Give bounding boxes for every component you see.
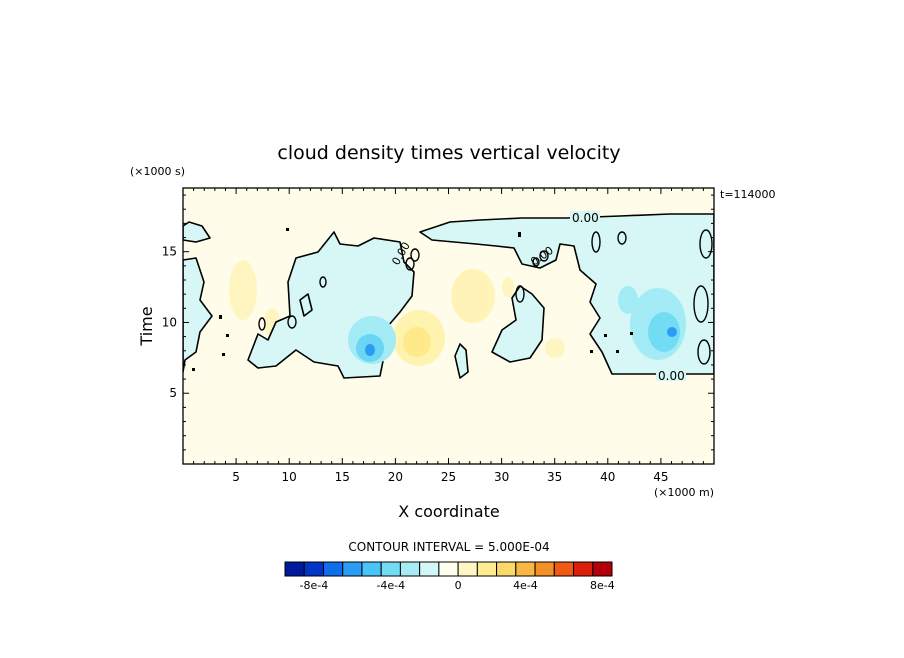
axis-tick-labels: 5 10 15 20 25 30 35 40 45 5 10 15 xyxy=(162,245,669,484)
colorbar-swatch xyxy=(322,561,344,577)
chart-title: cloud density times vertical velocity xyxy=(277,142,620,164)
negative-region xyxy=(299,293,313,317)
x-tick-label: 45 xyxy=(653,470,668,484)
x-tick-label: 30 xyxy=(494,470,509,484)
negative-core xyxy=(667,327,677,337)
time-label: t=114000 xyxy=(720,188,776,201)
contour-loop xyxy=(405,257,415,271)
contour-loop xyxy=(693,285,709,323)
contour-dot xyxy=(518,232,521,237)
y-tick-label: 10 xyxy=(162,315,177,329)
x-tick-label: 35 xyxy=(547,470,562,484)
contour-dot xyxy=(226,334,229,337)
x-tick-label: 20 xyxy=(388,470,403,484)
colorbar-swatch xyxy=(573,561,594,577)
colorbar-swatch xyxy=(399,561,421,577)
positive-region xyxy=(451,269,495,323)
colorbar-label: -4e-4 xyxy=(376,579,405,592)
colorbar-swatch xyxy=(534,561,555,577)
x-tick-label: 5 xyxy=(232,470,240,484)
contour-loop xyxy=(539,250,549,262)
colorbar-label: 0 xyxy=(455,579,462,592)
colorbar-label: -8e-4 xyxy=(300,579,329,592)
x-tick-label: 15 xyxy=(335,470,350,484)
contour-loop xyxy=(697,339,711,365)
contour-dot xyxy=(222,353,225,356)
y-tick-label: 15 xyxy=(162,245,177,259)
contour-loop xyxy=(287,315,297,329)
negative-region xyxy=(491,285,545,363)
contour-loop xyxy=(515,285,525,303)
colorbar-swatch xyxy=(380,561,401,577)
contour-dots xyxy=(192,228,633,371)
negative-core xyxy=(648,312,680,352)
positive-region xyxy=(502,277,514,297)
contour-dot xyxy=(604,334,607,337)
colorbar-swatch xyxy=(342,561,363,577)
colorbar-labels: -8e-4 -4e-4 0 4e-4 8e-4 xyxy=(300,579,615,592)
contour-loop xyxy=(617,231,627,245)
small-contours xyxy=(258,229,713,365)
positive-region xyxy=(403,327,431,357)
colorbar-swatch xyxy=(515,561,536,577)
colorbar-swatch xyxy=(592,561,613,577)
contour-loop xyxy=(591,231,601,253)
contour-label: 0.00 xyxy=(658,369,685,383)
contour-interval-label: CONTOUR INTERVAL = 5.000E-04 xyxy=(348,540,549,554)
y-tick-label: 5 xyxy=(169,386,177,400)
contour-dot xyxy=(630,332,633,335)
contour-dot xyxy=(192,368,195,371)
contour-label-bg xyxy=(570,211,600,223)
contour-loop xyxy=(532,257,540,267)
negative-core xyxy=(365,344,375,356)
colorbar-swatch xyxy=(476,561,498,577)
contour-loop xyxy=(258,317,266,331)
contour-dot xyxy=(219,315,222,319)
contour-dot xyxy=(590,350,593,353)
negative-cores xyxy=(348,286,686,364)
positive-region xyxy=(545,338,565,358)
colorbar-label: 8e-4 xyxy=(590,579,615,592)
colorbar-swatch xyxy=(303,561,324,577)
contour-label-bg xyxy=(656,369,686,381)
x-tick-label: 10 xyxy=(282,470,297,484)
colorbar-swatch xyxy=(457,561,478,577)
y-axis-label: Time xyxy=(137,306,156,346)
negative-core xyxy=(618,286,638,314)
axis-ticks xyxy=(183,188,714,464)
x-unit-label: (×1000 m) xyxy=(654,486,714,499)
colorbar-swatch xyxy=(496,561,517,577)
plot-area: 0.00 0.00 0.00 0.00 xyxy=(183,188,714,464)
colorbar-swatch xyxy=(553,561,575,577)
contour-dot xyxy=(616,350,619,353)
contour-loop xyxy=(319,276,327,288)
colorbar-swatch xyxy=(284,561,305,577)
contour-label: 0.00 xyxy=(572,211,599,225)
positive-region xyxy=(229,260,257,320)
contour-dot xyxy=(286,228,289,231)
colorbar xyxy=(284,561,613,577)
y-unit-label: (×1000 s) xyxy=(130,165,185,178)
colorbar-label: 4e-4 xyxy=(513,579,538,592)
contour-loop xyxy=(410,248,420,262)
x-tick-label: 25 xyxy=(441,470,456,484)
colorbar-swatch xyxy=(438,561,459,577)
negative-region xyxy=(183,221,211,243)
negative-region xyxy=(183,257,213,373)
x-tick-label: 40 xyxy=(600,470,615,484)
colorbar-swatch xyxy=(361,561,382,577)
x-axis-label: X coordinate xyxy=(398,502,499,521)
contour-loop xyxy=(699,229,713,259)
negative-region xyxy=(454,343,469,379)
colorbar-swatch xyxy=(419,561,440,577)
